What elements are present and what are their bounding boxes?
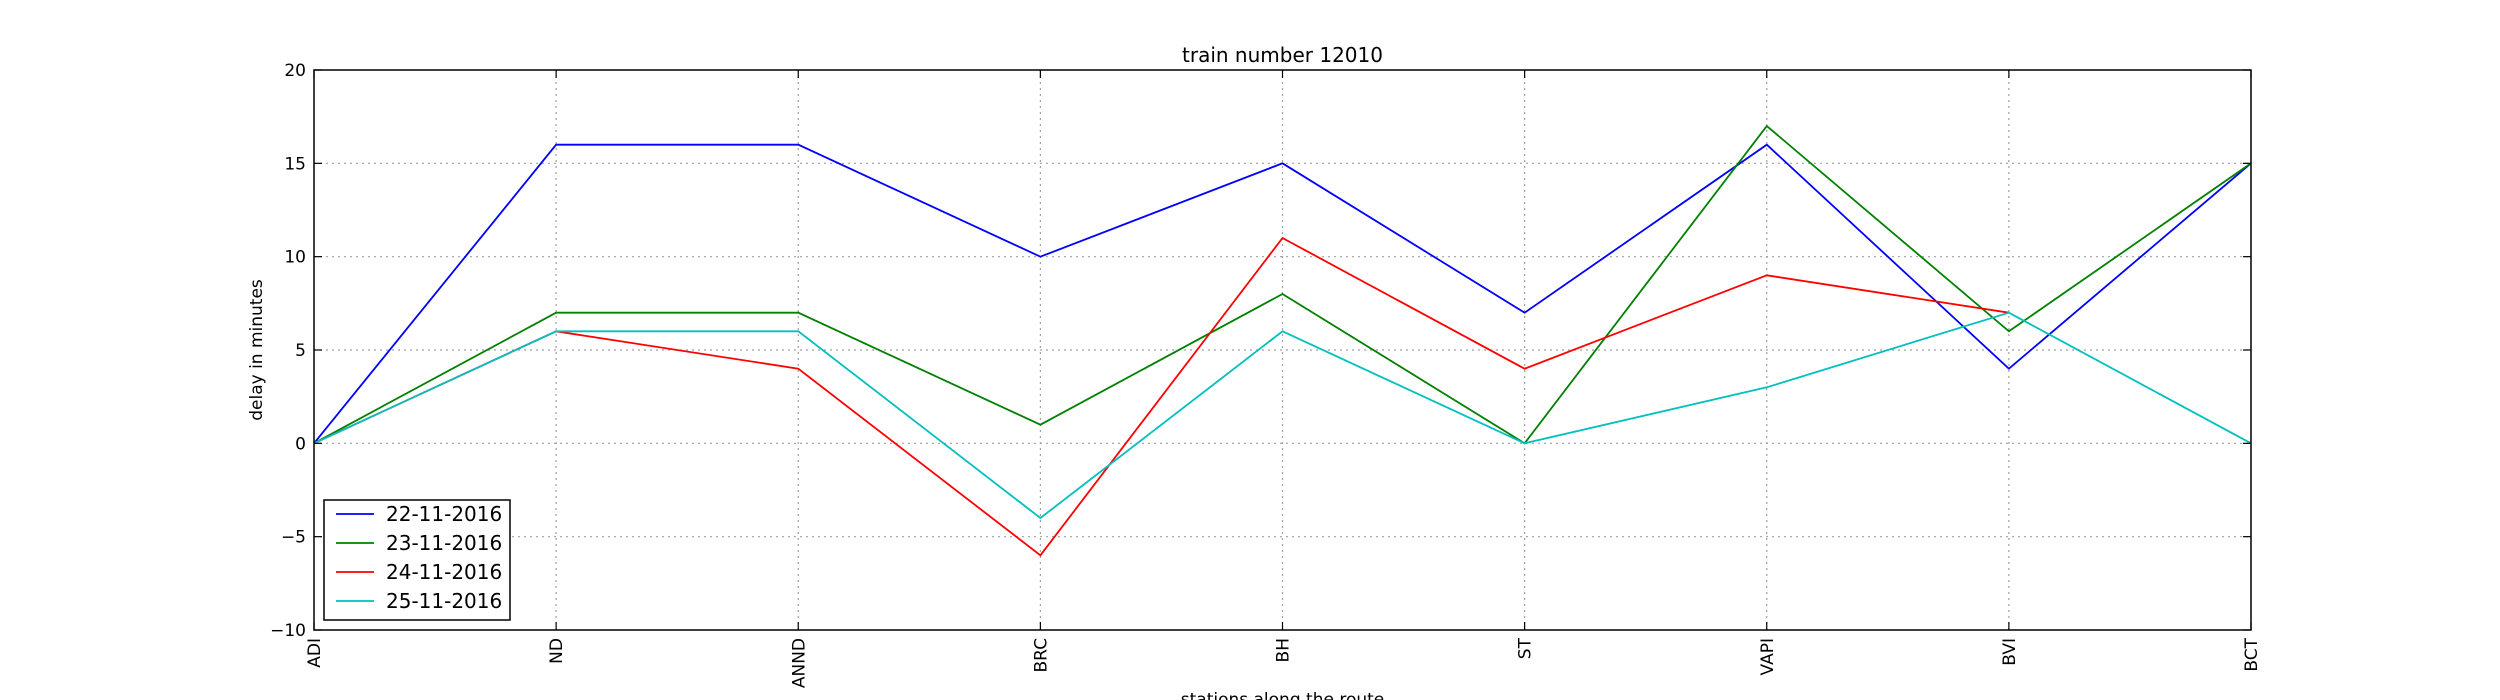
series-line bbox=[313, 236, 2010, 557]
x-tick-label: BH bbox=[1274, 638, 1294, 662]
x-tick-label: BVI bbox=[2000, 638, 2020, 666]
x-tick-label: ND bbox=[547, 638, 567, 664]
y-tick-label: 15 bbox=[284, 154, 306, 174]
x-tick-label: BRC bbox=[1031, 638, 1051, 673]
chart-title: train number 12010 bbox=[1182, 43, 1383, 67]
x-tick-label: VAPI bbox=[1758, 638, 1778, 675]
ticks: ADI ND ANND BRC BH ST VAPI BVI BCT −10 −5 0 5 10 15 20 bbox=[270, 61, 2262, 688]
legend-label: 25-11-2016 bbox=[386, 589, 502, 613]
y-tick-label: 20 bbox=[284, 61, 306, 81]
y-axis-label: delay in minutes bbox=[247, 279, 267, 421]
x-tick-label: BCT bbox=[2242, 637, 2262, 671]
series-lines bbox=[313, 124, 2252, 557]
y-tick-label: −10 bbox=[270, 621, 306, 641]
legend: 22-11-2016 23-11-2016 24-11-2016 25-11-2016 bbox=[323, 499, 511, 621]
legend-label: 22-11-2016 bbox=[386, 502, 502, 526]
y-tick-label: 0 bbox=[295, 434, 306, 454]
series-line bbox=[313, 143, 2252, 444]
grid bbox=[314, 70, 2251, 630]
y-tick-label: −5 bbox=[281, 528, 306, 548]
legend-frame bbox=[323, 499, 511, 621]
y-tick-label: 5 bbox=[295, 341, 306, 361]
series-line bbox=[313, 124, 2252, 445]
y-tick-label: 10 bbox=[284, 248, 306, 268]
x-tick-label: ANND bbox=[789, 638, 809, 688]
x-tick-label: ADI bbox=[305, 638, 325, 668]
x-axis-label: stations along the route bbox=[1181, 690, 1385, 700]
x-tick-label: ST bbox=[1516, 637, 1536, 659]
series-line bbox=[313, 311, 2252, 520]
legend-label: 23-11-2016 bbox=[386, 531, 502, 555]
legend-label: 24-11-2016 bbox=[386, 560, 502, 584]
